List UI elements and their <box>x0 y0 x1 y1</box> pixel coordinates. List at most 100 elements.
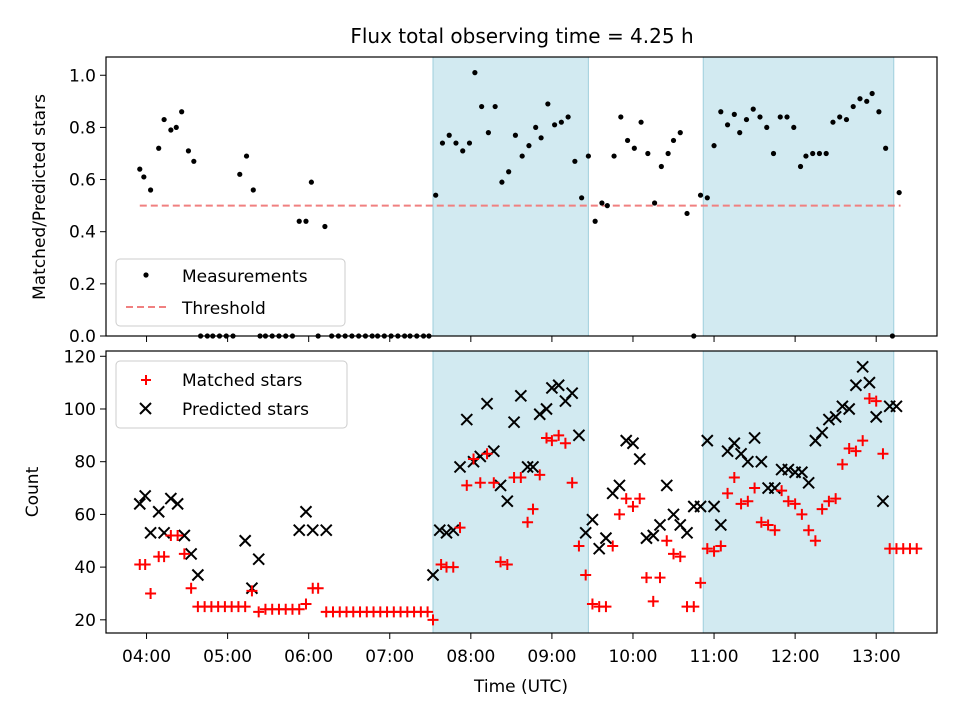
matched-star-point <box>755 516 767 528</box>
measurement-point <box>611 153 617 159</box>
matched-star-point <box>566 477 578 489</box>
predicted-star-point <box>306 524 319 537</box>
shaded-interval-0 <box>432 350 589 634</box>
y-tick-label: 0.8 <box>69 118 96 138</box>
matched-star-point <box>803 524 815 536</box>
legend-matched-label: Matched stars <box>182 371 302 391</box>
matched-star-point <box>600 601 612 613</box>
matched-star-point <box>627 500 639 512</box>
measurement-point <box>638 119 644 125</box>
top-y-axis-label: Matched/Predicted stars <box>30 94 50 300</box>
predicted-star-point <box>526 460 540 474</box>
predicted-star-point <box>164 492 178 505</box>
measurement-point <box>519 153 525 159</box>
predicted-star-point <box>184 547 198 561</box>
predicted-star-point <box>474 450 487 463</box>
measurement-point <box>545 101 551 107</box>
matched-star-point <box>640 572 652 584</box>
measurement-point <box>156 145 162 151</box>
matched-star-point <box>573 540 585 552</box>
predicted-star-point <box>890 400 903 413</box>
predicted-star-point <box>829 410 842 424</box>
legend-threshold-label: Threshold <box>181 299 266 319</box>
measurement-point <box>243 153 250 159</box>
matched-star-point <box>239 601 251 613</box>
matched-star-point <box>534 469 546 481</box>
predicted-star-point <box>480 397 494 410</box>
matched-star-point <box>501 558 513 570</box>
measurement-point <box>670 137 677 144</box>
matched-star-point <box>762 519 774 531</box>
legend-matched-marker <box>141 375 151 385</box>
predicted-star-point <box>440 526 453 540</box>
measurement-point <box>308 179 314 185</box>
top-legend-box <box>115 258 346 327</box>
predicted-star-point <box>433 524 446 537</box>
predicted-star-point <box>653 518 667 532</box>
measurement-point <box>677 130 683 136</box>
y-tick-label: 20 <box>74 611 96 631</box>
measurement-point <box>718 109 724 115</box>
predicted-star-point <box>152 505 165 518</box>
matched-star-point <box>481 448 493 460</box>
measurement-point <box>296 218 302 224</box>
top-x-ticks <box>146 336 877 342</box>
matched-star-point <box>661 535 673 547</box>
matched-star-point <box>796 508 808 520</box>
measurement-point <box>764 124 770 131</box>
measurement-point <box>777 114 783 120</box>
predicted-star-point <box>728 437 741 450</box>
x-tick-label: 07:00 <box>365 647 414 667</box>
chart-title: Flux total observing time = 4.25 h <box>350 24 693 48</box>
x-tick-label: 04:00 <box>122 647 171 667</box>
matched-star-point <box>527 503 539 515</box>
matched-star-point <box>843 443 855 455</box>
matched-star-point <box>735 498 747 510</box>
top-legend: Measurements Threshold <box>115 258 346 327</box>
predicted-stars-points <box>133 360 903 595</box>
x-tick-label: 12:00 <box>771 647 820 667</box>
predicted-star-point <box>487 444 501 458</box>
measurement-point <box>830 119 836 125</box>
measurement-point <box>526 143 532 149</box>
measurement-point <box>433 192 439 198</box>
matched-star-point <box>857 435 869 447</box>
matched-star-point <box>522 516 534 528</box>
x-tick-label: 10:00 <box>608 647 657 667</box>
matched-star-point <box>911 543 923 555</box>
measurement-point <box>896 189 902 196</box>
predicted-star-point <box>507 415 521 429</box>
matched-star-point <box>546 435 558 447</box>
predicted-star-point <box>460 413 473 426</box>
legend-predicted-marker <box>139 402 152 415</box>
bottom-y-axis-label: Count <box>23 466 43 517</box>
measurement-point <box>843 116 850 123</box>
x-axis-label: Time (UTC) <box>473 677 568 697</box>
y-tick-label: 0.0 <box>69 327 96 347</box>
predicted-star-point <box>579 526 592 540</box>
bottom-plot-frame <box>105 350 938 634</box>
matched-star-point <box>782 495 794 507</box>
predicted-star-point <box>144 526 157 540</box>
matched-star-point <box>559 437 571 449</box>
x-tick-label: 05:00 <box>203 647 252 667</box>
measurement-point <box>810 150 816 157</box>
matched-star-point <box>728 472 740 484</box>
measurement-point <box>731 111 737 117</box>
x-tick-label: 13:00 <box>852 647 901 667</box>
measurement-point <box>697 192 704 198</box>
predicted-star-point <box>514 389 528 403</box>
predicted-star-point <box>755 455 768 468</box>
measurement-point <box>552 122 558 128</box>
measurement-point <box>857 96 863 102</box>
measurement-point <box>179 109 185 115</box>
bottom-legend-box <box>115 360 348 429</box>
predicted-star-point <box>876 495 890 508</box>
predicted-star-point <box>426 568 440 582</box>
predicted-star-point <box>714 518 728 532</box>
measurement-point <box>506 169 512 175</box>
predicted-star-point <box>533 408 546 421</box>
predicted-star-point <box>238 534 252 547</box>
matched-star-point <box>447 561 459 573</box>
